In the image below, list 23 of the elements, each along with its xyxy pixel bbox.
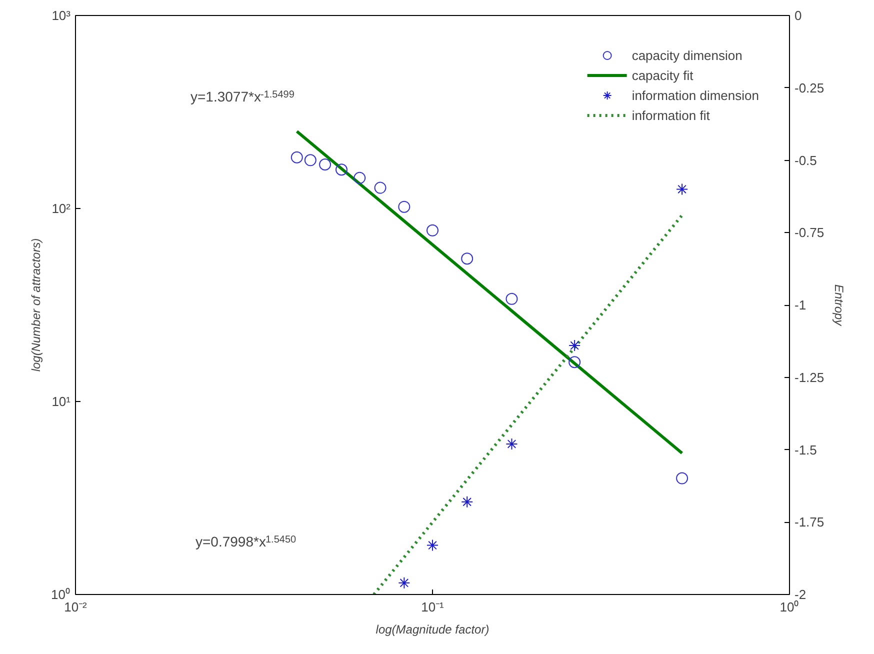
y2-tick-label: -2 xyxy=(794,587,806,602)
y2-tick-label: -1.25 xyxy=(794,370,824,385)
y2-axis-title: Entropy xyxy=(832,284,846,327)
y-axis-title: log(Number of attractors) xyxy=(29,238,44,372)
legend-label: information dimension xyxy=(632,88,759,102)
x-tick-label: 10⁻² xyxy=(64,600,88,614)
legend-label: capacity fit xyxy=(632,68,694,82)
y2-tick-label: -0.75 xyxy=(794,225,824,240)
legend-label: capacity dimension xyxy=(632,48,742,62)
y2-tick-label: -0.25 xyxy=(794,80,824,96)
x-tick-label: 10⁰ xyxy=(780,600,800,614)
y-tick-label: 10² xyxy=(52,201,72,216)
y2-tick-label: -0.5 xyxy=(794,152,817,168)
y-tick-label: 10³ xyxy=(52,8,72,23)
y2-tick-label: -1 xyxy=(794,298,806,312)
legend-label: information fit xyxy=(632,108,710,122)
x-tick-label: 10⁻¹ xyxy=(421,600,445,614)
x-axis-title: log(Magnitude factor) xyxy=(376,622,490,636)
y2-tick-label: -1.75 xyxy=(794,514,824,530)
y-tick-label: 10⁰ xyxy=(51,587,71,602)
y-tick-label: 10¹ xyxy=(52,394,72,409)
y2-tick-label: -1.5 xyxy=(794,442,817,458)
y2-tick-label: 0 xyxy=(794,8,802,23)
